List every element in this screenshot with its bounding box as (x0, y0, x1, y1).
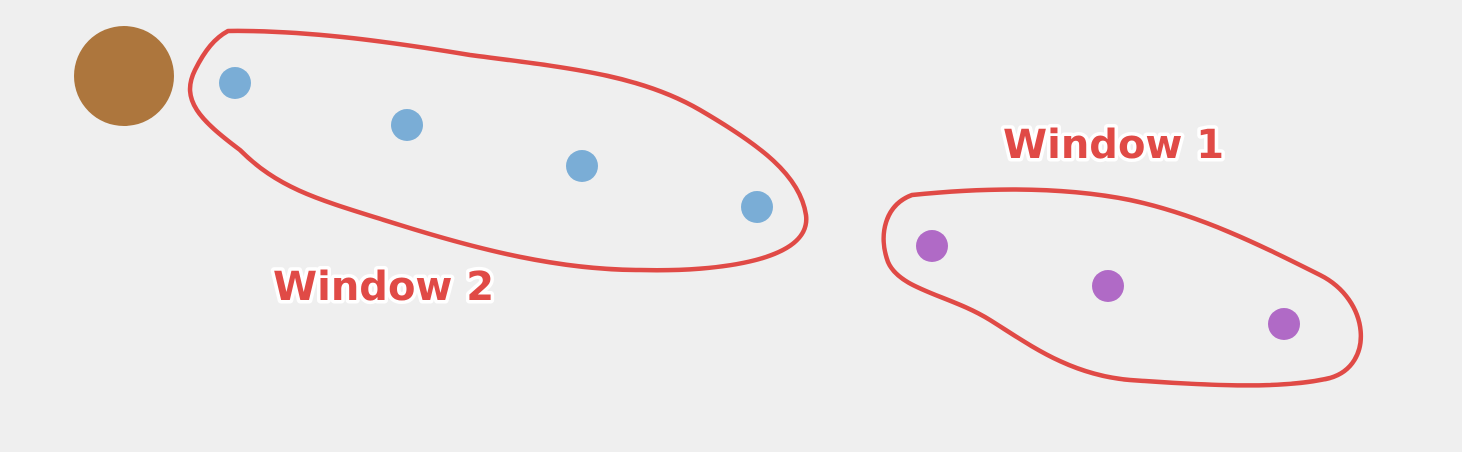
window2-point (391, 109, 423, 141)
window2-point (566, 150, 598, 182)
large-circle (74, 26, 174, 126)
window1-point (1092, 270, 1124, 302)
window1-points (916, 230, 1300, 340)
window2-point (741, 191, 773, 223)
window2-point (219, 67, 251, 99)
window2-points (219, 67, 773, 223)
window2-label: Window 2 (273, 264, 494, 310)
window1-outline (881, 187, 1364, 388)
window1-label: Window 1 (1003, 122, 1224, 168)
window1-point (916, 230, 948, 262)
window2-outline (187, 28, 809, 273)
window1-point (1268, 308, 1300, 340)
